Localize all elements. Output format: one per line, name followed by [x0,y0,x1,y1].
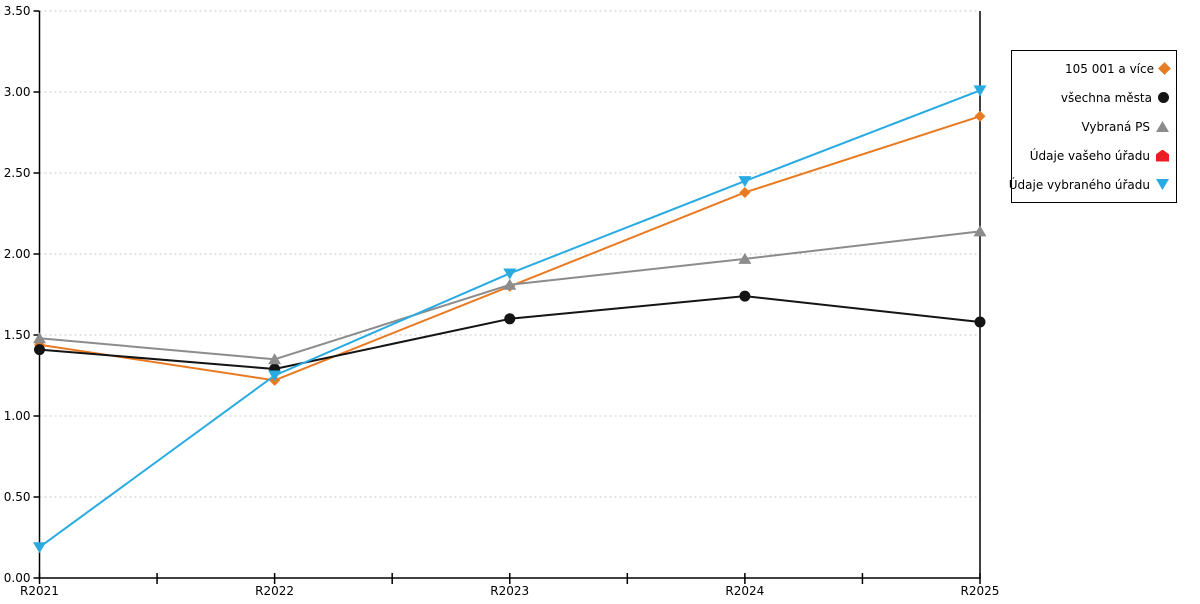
y-axis-label: 0.50 [4,490,31,504]
diamond-marker-icon [739,186,751,198]
diamond-marker-icon [1158,62,1171,75]
legend-label: všechna města [1060,90,1152,105]
circle-marker-icon [504,313,516,325]
legend-label: Vybraná PS [1081,119,1150,134]
triangle-down-marker-icon [738,176,752,188]
circle-marker-icon [34,344,45,356]
legend-item: Údaje vašeho úřadu [1012,141,1176,170]
triangle-up-marker-icon [738,252,752,264]
x-axis-label: R2021 [20,584,59,598]
x-axis-label: R2025 [961,584,1000,598]
pentagon-marker-icon [1156,149,1169,162]
triangle-up-marker-icon [1156,121,1169,132]
series-line-2 [38,230,981,361]
legend-item: všechna města [1012,83,1176,112]
triangle-up-marker-icon [503,278,517,290]
legend-item: Vybraná PS [1012,112,1176,141]
circle-marker-icon [974,316,986,328]
triangle-down-marker-icon [1156,179,1169,190]
triangle-down-marker-icon [503,268,517,280]
x-axis-label: R2022 [255,584,294,598]
y-axis-label: 1.00 [4,409,31,423]
diamond-marker-icon [974,110,986,122]
triangle-down-marker-icon [33,542,46,554]
triangle-up-marker-icon [268,353,282,365]
triangle-up-marker-icon [973,225,987,237]
legend-label: Údaje vybraného úřadu [1008,177,1150,192]
series-line-1 [38,295,981,371]
chart-legend: 105 001 a více všechna města Vybraná PS … [1008,50,1177,203]
y-axis-label: 3.50 [4,4,31,18]
legend-item: 105 001 a více [1012,54,1176,83]
circle-marker-icon [739,290,751,302]
legend-label: Údaje vašeho úřadu [1029,148,1150,163]
legend-label: 105 001 a více [1064,61,1154,76]
y-axis-label: 1.50 [4,328,31,342]
y-axis-label: 2.00 [4,247,31,261]
y-axis-label: 2.50 [4,166,31,180]
circle-marker-icon [1158,92,1169,103]
triangle-up-marker-icon [33,332,46,344]
x-axis-label: R2023 [490,584,529,598]
triangle-down-marker-icon [268,370,282,382]
y-axis-label: 3.00 [4,85,31,99]
y-axis-label: 0.00 [4,571,31,585]
legend-item: Údaje vybraného úřadu [1008,170,1176,199]
x-axis-label: R2024 [725,584,764,598]
triangle-down-marker-icon [973,85,987,97]
